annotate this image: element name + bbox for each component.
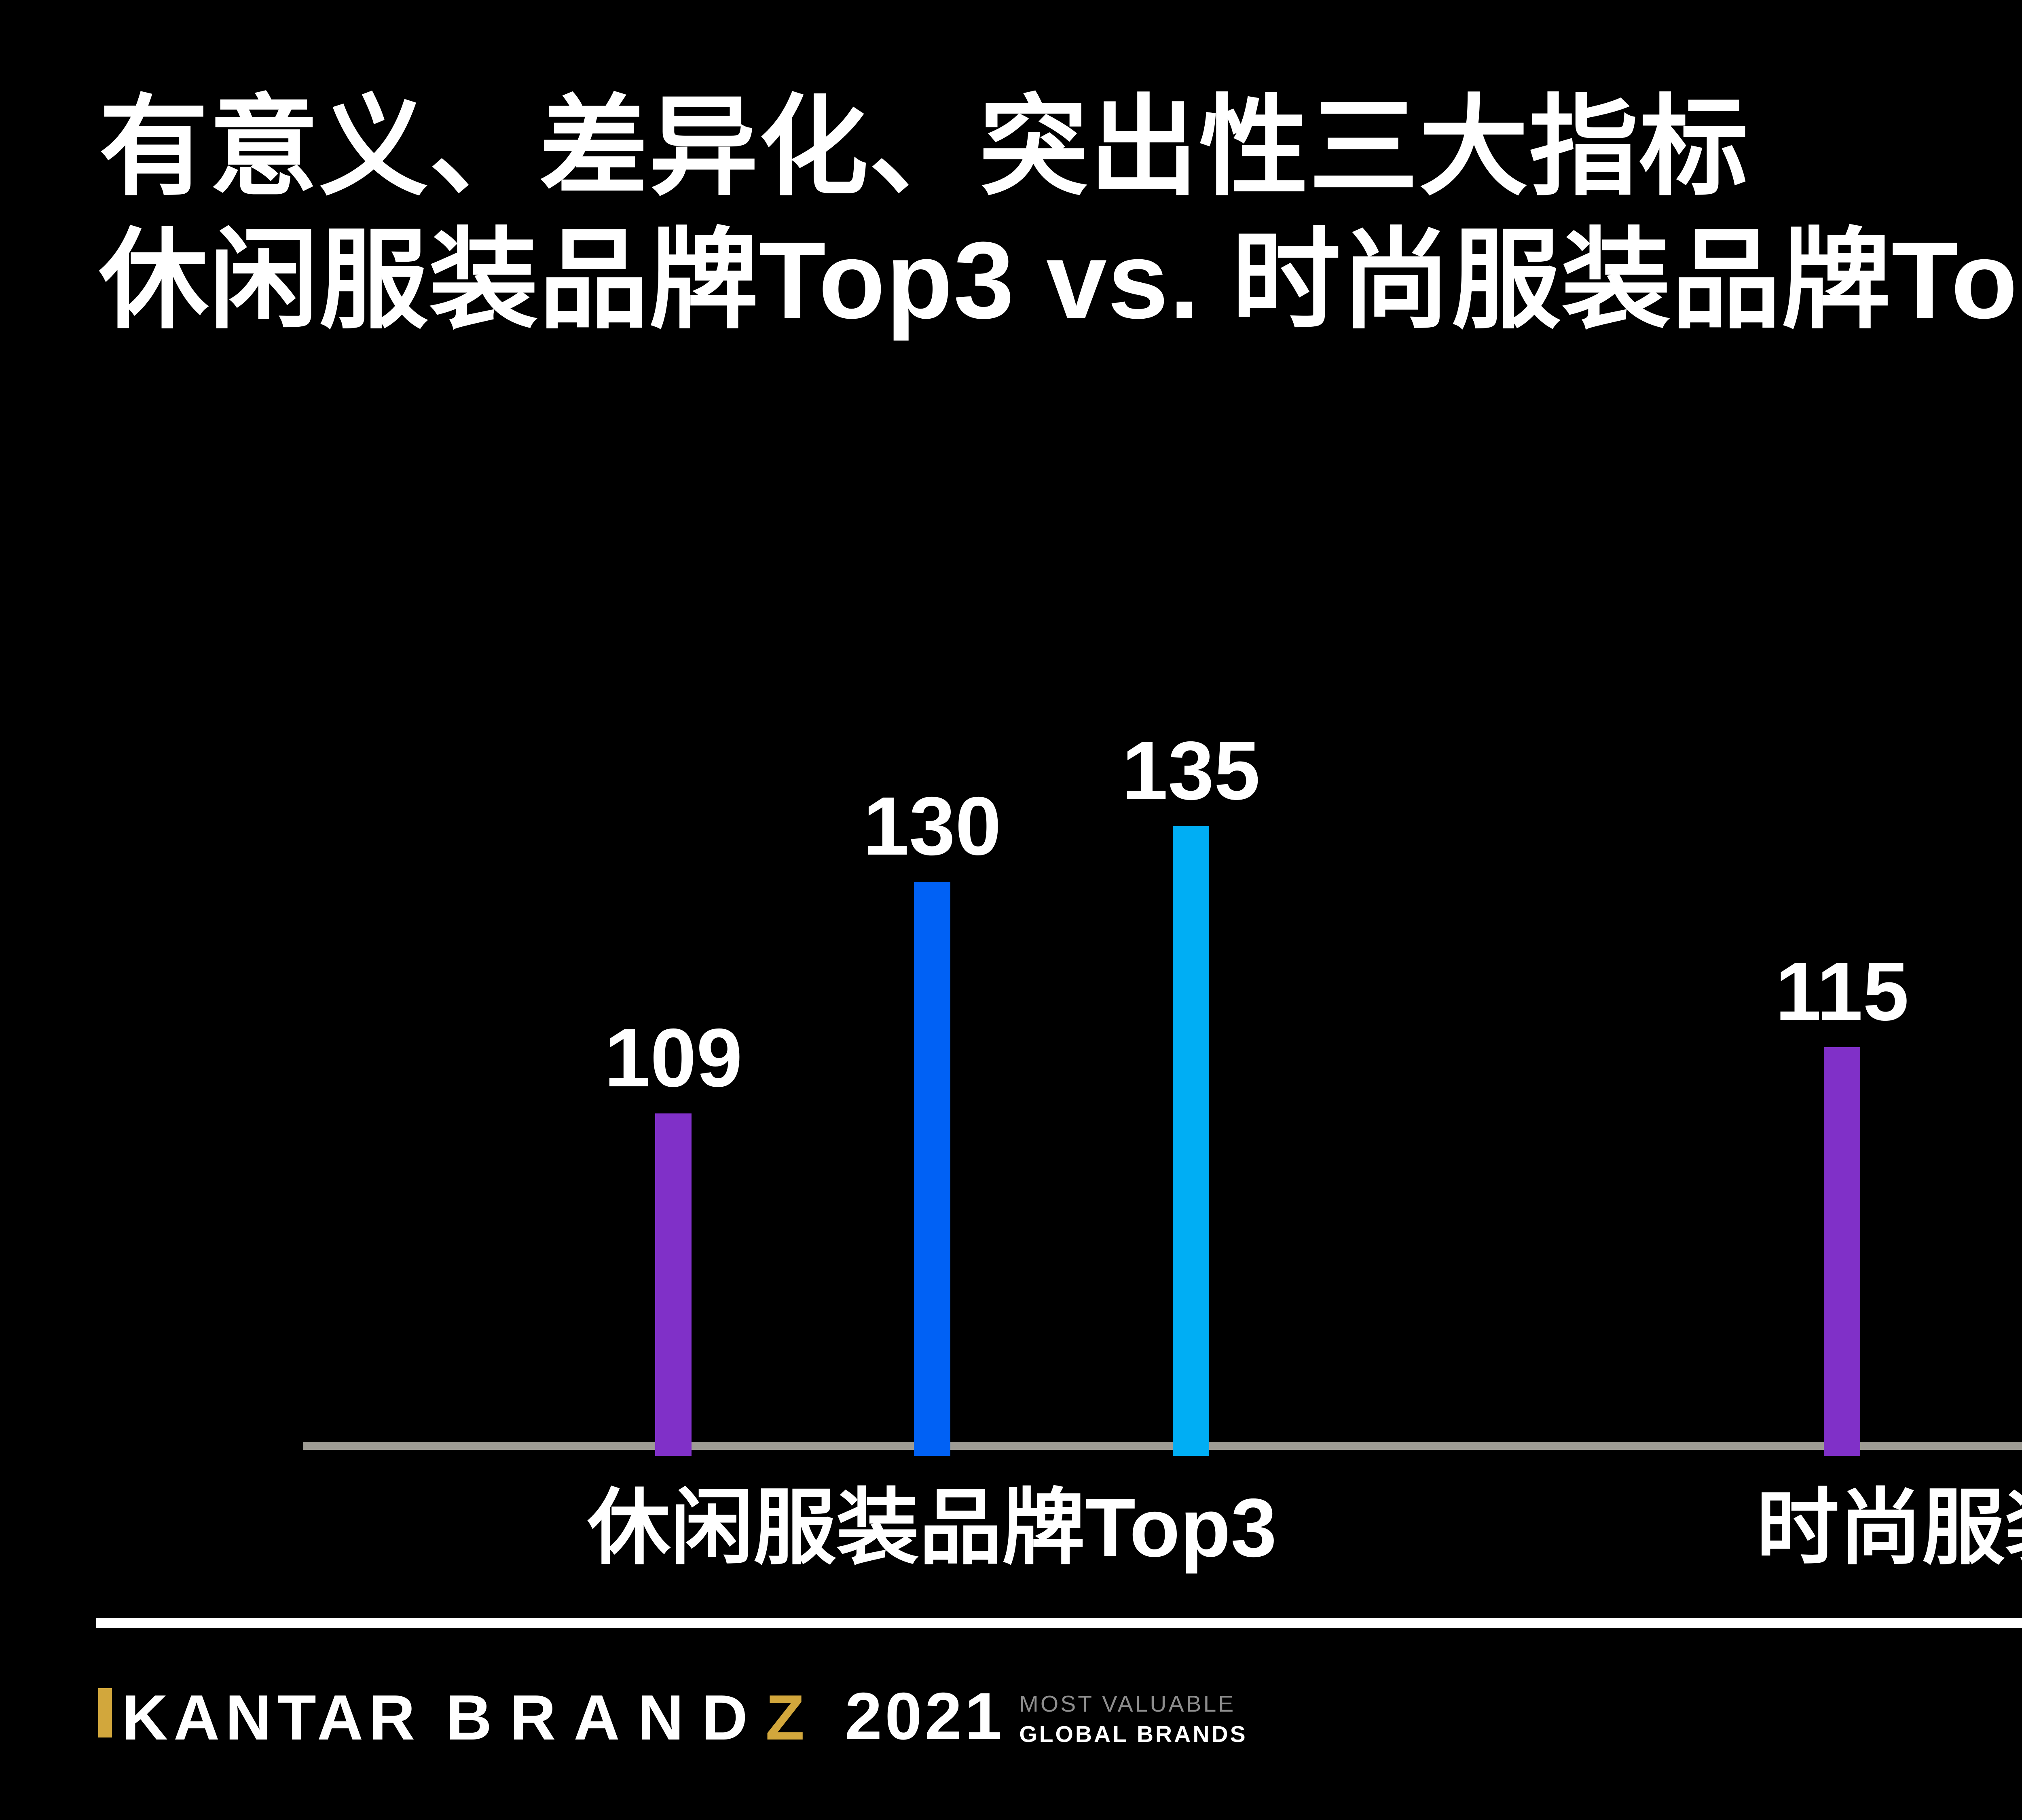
footer-year: 2021 xyxy=(845,1679,1005,1753)
bar-突出性-休闲服装品牌Top3 xyxy=(1173,826,1209,1456)
bar-value-label: 135 xyxy=(1121,724,1261,817)
brandz-logo-text: BRANDZ xyxy=(446,1686,822,1750)
chart-title: 有意义、差异化、突出性三大指标 休闲服装品牌Top3 vs. 时尚服装品牌Top… xyxy=(99,81,2022,347)
kantar-logo-text: KANTAR xyxy=(122,1682,421,1753)
x-axis-line xyxy=(303,1442,2022,1450)
bar-value-label: 130 xyxy=(863,780,1002,872)
brandz-z-part: Z xyxy=(765,1682,823,1753)
bar-value-label: 115 xyxy=(1775,945,1909,1038)
category-label: 时尚服装品牌Top3 xyxy=(1756,1481,2022,1574)
category-label: 休闲服装品牌Top3 xyxy=(587,1481,1277,1574)
bar-有意义-时尚服装品牌Top3 xyxy=(1824,1047,1860,1456)
footer-brand-bar: KANTAR BRANDZ 2021 MOST VALUABLE GLOBAL … xyxy=(98,1683,1248,1750)
footer-tagline: MOST VALUABLE GLOBAL BRANDS xyxy=(1019,1689,1247,1750)
bar-value-label: 109 xyxy=(604,1012,743,1104)
tagline-global-brands: GLOBAL BRANDS xyxy=(1019,1721,1248,1747)
bar-差异化-休闲服装品牌Top3 xyxy=(914,882,950,1456)
brandz-brand-part: BRAND xyxy=(446,1682,766,1753)
tagline-most-valuable: MOST VALUABLE xyxy=(1019,1691,1236,1717)
bar-有意义-休闲服装品牌Top3 xyxy=(655,1113,692,1456)
kantar-gold-bar-icon xyxy=(98,1688,112,1737)
title-line-2: 休闲服装品牌Top3 vs. 时尚服装品牌Top3 xyxy=(99,220,2022,342)
title-line-1: 有意义、差异化、突出性三大指标 xyxy=(99,87,1749,208)
footer-separator-line xyxy=(96,1618,2022,1628)
